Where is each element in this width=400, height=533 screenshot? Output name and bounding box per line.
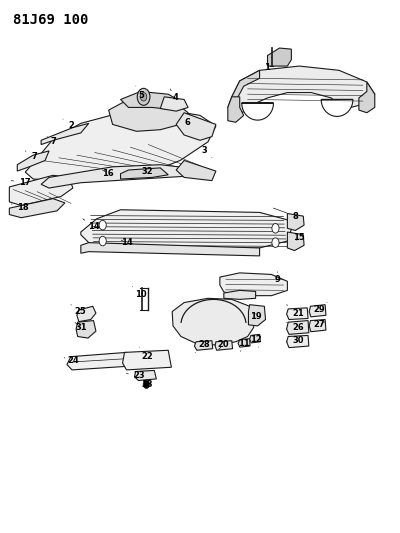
Text: 17: 17 <box>11 178 31 187</box>
Text: 22: 22 <box>140 347 154 361</box>
Polygon shape <box>41 165 192 188</box>
Polygon shape <box>224 290 256 300</box>
Polygon shape <box>9 199 65 217</box>
Polygon shape <box>67 352 129 370</box>
Polygon shape <box>268 48 291 66</box>
Polygon shape <box>359 82 375 113</box>
Polygon shape <box>287 232 304 251</box>
Text: 24: 24 <box>64 357 80 366</box>
Polygon shape <box>81 243 260 256</box>
Text: 32: 32 <box>142 166 153 175</box>
Polygon shape <box>309 319 326 332</box>
Text: 14: 14 <box>121 238 132 247</box>
Text: 81J69 100: 81J69 100 <box>13 13 89 27</box>
Polygon shape <box>286 308 308 319</box>
Polygon shape <box>109 97 188 131</box>
Text: 5: 5 <box>136 86 144 100</box>
Polygon shape <box>220 273 287 296</box>
Polygon shape <box>9 175 73 206</box>
Polygon shape <box>250 334 260 343</box>
Text: 20: 20 <box>217 341 229 350</box>
Text: 25: 25 <box>71 305 86 316</box>
Polygon shape <box>120 168 168 179</box>
Text: 28: 28 <box>195 341 210 352</box>
Text: 19: 19 <box>250 312 262 321</box>
Polygon shape <box>286 320 309 334</box>
Polygon shape <box>41 123 89 144</box>
Circle shape <box>99 220 106 230</box>
Text: 7: 7 <box>25 151 37 161</box>
Text: 1: 1 <box>264 57 272 72</box>
Text: 16: 16 <box>102 168 114 177</box>
Polygon shape <box>242 103 274 120</box>
Text: 9: 9 <box>274 272 280 284</box>
Text: 15: 15 <box>293 233 304 242</box>
Text: 14: 14 <box>83 219 100 231</box>
Text: 21: 21 <box>286 305 304 318</box>
Polygon shape <box>232 70 260 101</box>
Text: 10: 10 <box>132 287 146 298</box>
Polygon shape <box>81 210 291 248</box>
Text: 3: 3 <box>201 147 212 158</box>
Circle shape <box>140 93 147 101</box>
Text: 4: 4 <box>170 89 178 102</box>
Polygon shape <box>120 92 184 110</box>
Text: 29: 29 <box>313 303 327 314</box>
Polygon shape <box>17 151 49 171</box>
Polygon shape <box>172 298 255 345</box>
Text: 8: 8 <box>273 208 298 221</box>
Polygon shape <box>176 113 216 140</box>
Polygon shape <box>160 97 188 111</box>
Circle shape <box>137 88 150 106</box>
Circle shape <box>99 236 106 246</box>
Polygon shape <box>194 341 213 350</box>
Polygon shape <box>287 214 304 230</box>
Polygon shape <box>228 66 375 113</box>
Text: 26: 26 <box>286 322 304 332</box>
Polygon shape <box>309 305 326 317</box>
Text: 6: 6 <box>184 114 190 127</box>
Circle shape <box>272 238 279 247</box>
Polygon shape <box>228 97 244 122</box>
Polygon shape <box>25 110 216 182</box>
Polygon shape <box>238 338 250 347</box>
Polygon shape <box>122 350 172 370</box>
Polygon shape <box>134 370 156 381</box>
Text: 13: 13 <box>140 379 152 389</box>
Circle shape <box>143 380 150 389</box>
Text: 27: 27 <box>313 320 325 329</box>
Polygon shape <box>321 100 353 116</box>
Text: 18: 18 <box>11 203 29 212</box>
Polygon shape <box>215 341 232 350</box>
Text: 23: 23 <box>126 370 146 379</box>
Polygon shape <box>286 335 309 348</box>
Polygon shape <box>248 305 266 326</box>
Text: 7: 7 <box>47 136 56 147</box>
Text: 12: 12 <box>250 335 262 347</box>
Polygon shape <box>76 320 96 338</box>
Text: 30: 30 <box>286 336 304 345</box>
Polygon shape <box>176 160 216 181</box>
Text: 31: 31 <box>75 322 87 332</box>
Circle shape <box>272 223 279 233</box>
Text: 2: 2 <box>63 119 74 131</box>
Text: 11: 11 <box>238 339 250 351</box>
Polygon shape <box>77 306 96 321</box>
